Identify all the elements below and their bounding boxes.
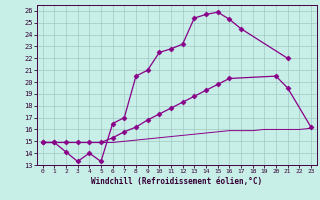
X-axis label: Windchill (Refroidissement éolien,°C): Windchill (Refroidissement éolien,°C) [91,177,262,186]
